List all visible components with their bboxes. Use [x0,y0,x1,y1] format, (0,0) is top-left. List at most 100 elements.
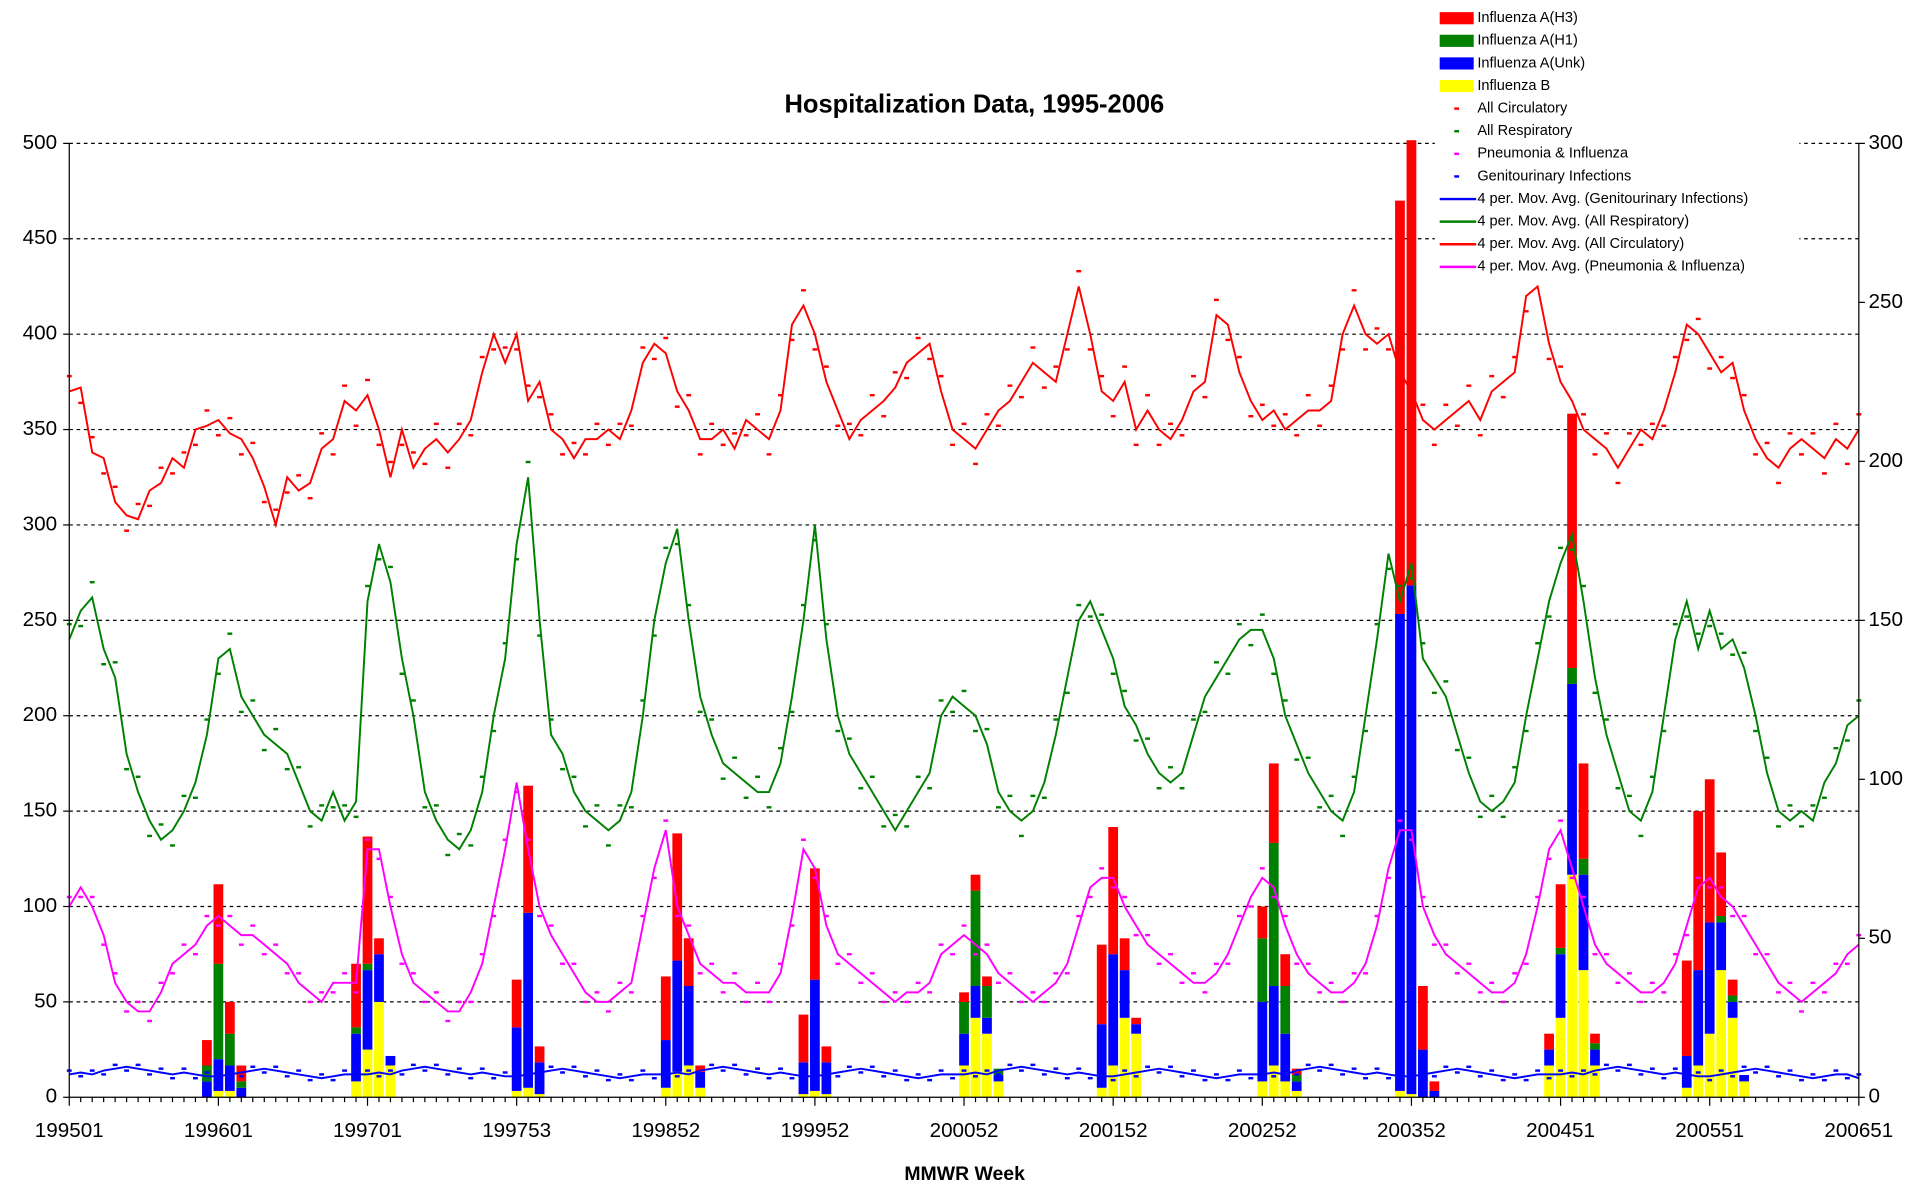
data-dot [915,1073,921,1076]
x-tick-label: 199952 [780,1119,849,1142]
legend-label: Pneumonia & Influenza [1477,146,1629,162]
data-dot [950,710,955,714]
data-dot [1328,794,1334,798]
data-dot [1282,1069,1288,1072]
data-dot [1661,729,1667,733]
data-dot [663,1069,669,1072]
bar [374,1001,384,1098]
data-dot [1810,1073,1816,1076]
bar [1693,970,1704,1066]
data-dot [1271,1075,1277,1078]
data-dot [158,981,164,985]
data-dot [881,1075,887,1078]
data-dot [491,1076,497,1080]
data-dot [193,796,198,799]
data-dot [1638,1000,1644,1004]
data-dot [1500,815,1506,819]
data-dot [1718,632,1724,635]
data-dot [307,497,313,500]
data-dot [1787,1069,1793,1072]
bar [1578,970,1589,1098]
data-dot [927,357,933,361]
bar [1727,995,1738,1002]
data-dot [1145,933,1151,937]
bar [534,1094,545,1098]
data-dot [514,558,520,561]
data-dot [881,1000,887,1004]
legend-label: All Respiratory [1477,123,1572,139]
bar [683,1065,694,1098]
bar [202,1040,212,1066]
y-tick-label: 500 [23,131,57,154]
data-dot [1409,838,1414,841]
data-dot [1087,1076,1093,1080]
data-dot [1156,443,1162,447]
data-dot [904,1078,910,1082]
data-dot [1454,972,1460,975]
data-dot [273,1065,279,1068]
data-dot [789,1076,795,1080]
data-dot [365,838,370,841]
data-dot [548,924,554,927]
data-dot [124,1010,130,1013]
data-dot [583,1000,588,1004]
bar [1429,1090,1440,1098]
data-dot [1064,1076,1070,1080]
data-dot [1454,748,1460,752]
data-dot [1695,632,1701,635]
data-dot [1294,962,1300,965]
data-dot [1282,413,1288,416]
data-dot [881,414,887,418]
data-dot [1363,729,1368,733]
data-dot [1500,395,1506,399]
data-dot [1581,584,1586,588]
data-dot [124,1069,130,1072]
data-dot [1340,834,1346,838]
data-dot [1213,298,1219,302]
bar [1395,1090,1405,1098]
data-dot [651,357,657,361]
data-dot [284,1075,290,1078]
data-dot [904,825,910,828]
bar [511,1090,522,1098]
data-dot [1110,414,1116,418]
data-dot [766,1000,772,1004]
data-dot [1638,834,1644,838]
data-dot [376,857,382,861]
data-dot [1386,876,1391,880]
data-dot [1294,434,1300,437]
data-dot [1317,424,1323,427]
data-dot [1730,376,1736,380]
data-dot [996,424,1001,427]
data-dot [1236,622,1242,626]
data-dot [468,434,474,437]
data-dot [1615,481,1621,485]
data-dot [1007,1063,1013,1067]
data-dot [124,529,130,532]
data-dot [1833,746,1839,750]
data-dot [755,775,760,778]
data-dot [1776,481,1781,485]
data-dot [261,1071,267,1074]
data-dot [709,422,715,426]
data-dot [732,432,738,435]
data-dot [1592,691,1598,695]
y2-tick-label: 200 [1869,449,1903,472]
data-dot [1558,1069,1563,1072]
y2-tick-label: 50 [1869,926,1892,949]
data-dot [640,346,646,349]
data-dot [1764,1065,1770,1068]
data-dot [1018,834,1024,838]
data-dot [261,952,267,956]
y2-tick-label: 150 [1869,608,1903,631]
data-dot [1191,1069,1196,1072]
y2-tick-label: 250 [1869,290,1903,313]
data-dot [1133,1075,1139,1078]
bar [959,1001,969,1034]
data-dot [1684,338,1690,342]
data-dot [1821,796,1827,799]
data-dot [1558,365,1563,368]
data-dot [319,432,325,435]
bar [1693,1065,1704,1098]
